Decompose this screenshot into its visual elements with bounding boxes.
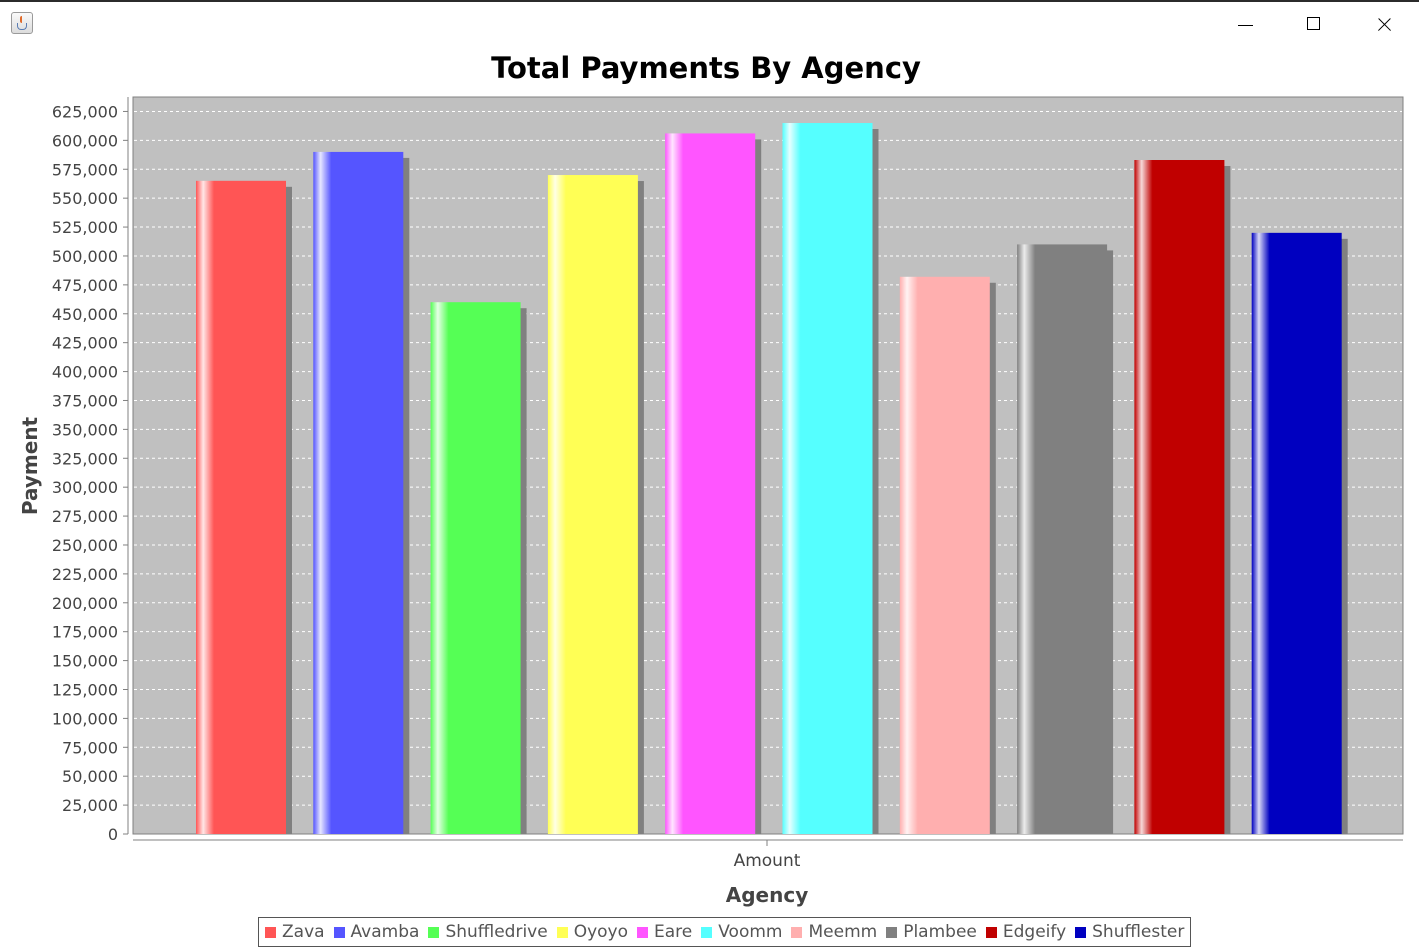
window-titlebar[interactable] (0, 2, 1419, 46)
y-tick-label: 150,000 (52, 652, 118, 671)
bar-shuffledrive (430, 302, 521, 834)
legend-swatch (791, 926, 803, 938)
legend-item-edgeify: Edgeify (985, 922, 1067, 942)
bar-zava (196, 180, 286, 835)
bar-shufflester (1251, 232, 1342, 834)
legend-swatch (1075, 926, 1087, 938)
bars (196, 123, 1348, 835)
legend-label: Shuffledrive (445, 922, 548, 942)
y-tick-label: 225,000 (52, 565, 118, 584)
bar-eare (665, 133, 756, 834)
legend-label: Zava (282, 922, 325, 942)
legend-label: Plambee (903, 922, 977, 942)
y-axis-ticks: 0 25,000 50,000 75,000 100,000 125,000 150,000… (52, 102, 128, 844)
maximize-icon[interactable] (1291, 6, 1337, 42)
legend-swatch (428, 926, 440, 938)
bar-plambee (1017, 244, 1108, 834)
y-tick-label: 475,000 (52, 276, 118, 295)
y-tick-label: 300,000 (52, 478, 118, 497)
y-tick-label: 125,000 (52, 680, 118, 699)
y-tick-label: 450,000 (52, 305, 118, 324)
bar-meemm (899, 276, 990, 834)
y-tick-label: 500,000 (52, 247, 118, 266)
legend-label: Voomm (718, 922, 783, 942)
java-coffee-cup-icon[interactable] (11, 12, 33, 34)
y-tick-label: 250,000 (52, 536, 118, 555)
chart-title: Total Payments By Agency (491, 51, 921, 85)
legend-item-eare: Eare (637, 922, 692, 942)
legend-item-plambee: Plambee (886, 922, 977, 942)
legend-label: Eare (654, 922, 693, 942)
legend-label: Shufflester (1092, 922, 1185, 942)
legend-swatch (637, 926, 649, 938)
legend-item-voomm: Voomm (701, 922, 782, 942)
bar-oyoyo (547, 175, 638, 835)
legend-swatch (265, 926, 276, 938)
legend-swatch (333, 926, 345, 938)
legend-item-zava: Zava (265, 922, 325, 942)
y-tick-label: 575,000 (52, 160, 118, 179)
y-tick-label: 400,000 (52, 363, 118, 382)
y-tick-label: 200,000 (52, 594, 118, 613)
legend-swatch (701, 926, 713, 938)
bar-edgeify (1134, 160, 1225, 834)
y-tick-label: 350,000 (52, 420, 118, 439)
legend-swatch (985, 926, 997, 938)
y-tick-label: 625,000 (52, 102, 118, 121)
y-tick-label: 375,000 (52, 391, 118, 410)
y-tick-label: 100,000 (52, 709, 118, 728)
y-tick-label: 25,000 (62, 796, 118, 815)
chart-legend: Zava Avamba Shuffledrive Oyoyo Eare Voomm Meem… (258, 917, 1192, 947)
y-tick-label: 550,000 (52, 189, 118, 208)
y-tick-label: 525,000 (52, 218, 118, 237)
legend-item-avamba: Avamba (333, 922, 420, 942)
legend-swatch (556, 926, 568, 938)
y-tick-label: 600,000 (52, 131, 118, 150)
minimize-icon[interactable] (1222, 6, 1268, 42)
window-top-border (0, 0, 1419, 2)
y-tick-label: 75,000 (62, 738, 118, 757)
y-axis-label: Payment (18, 416, 42, 515)
y-tick-label: 50,000 (62, 767, 118, 786)
y-tick-label: 275,000 (52, 507, 118, 526)
legend-label: Avamba (350, 922, 420, 942)
bar-voomm (782, 123, 873, 834)
legend-label: Oyoyo (573, 922, 629, 942)
legend-item-shufflester: Shufflester (1075, 922, 1184, 942)
y-tick-label: 175,000 (52, 623, 118, 642)
bar-avamba (313, 151, 404, 835)
legend-item-oyoyo: Oyoyo (556, 922, 629, 942)
y-tick-label: 0 (108, 825, 118, 844)
legend-label: Edgeify (1002, 922, 1067, 942)
legend-item-meemm: Meemm (791, 922, 877, 942)
y-tick-label: 425,000 (52, 334, 118, 353)
legend-label: Meemm (808, 922, 878, 942)
y-tick-label: 325,000 (52, 449, 118, 468)
x-axis-label: Agency (726, 883, 809, 907)
legend-item-shuffledrive: Shuffledrive (428, 922, 548, 942)
x-category-label: Amount (734, 851, 801, 871)
legend-swatch (886, 926, 898, 938)
